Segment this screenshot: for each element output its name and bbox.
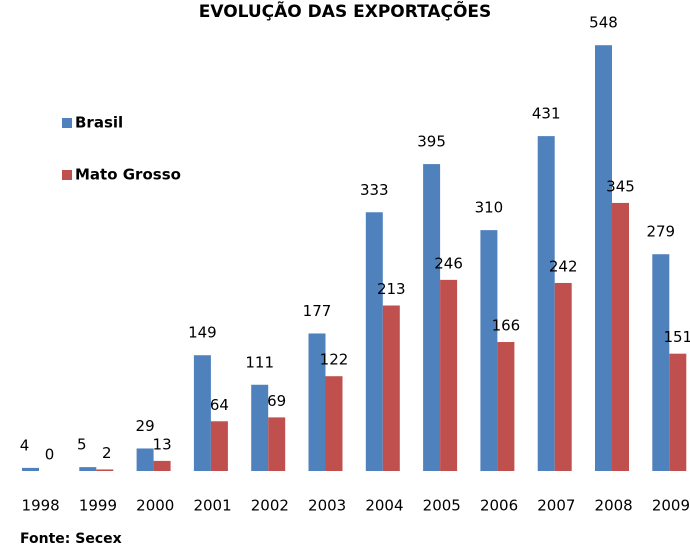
data-label: 310 — [475, 199, 504, 217]
bar — [251, 384, 269, 471]
bar — [423, 164, 441, 471]
bar — [136, 448, 154, 471]
data-label: 5 — [77, 436, 87, 454]
bar — [480, 230, 498, 471]
x-tick-label: 2000 — [136, 497, 174, 515]
bar — [308, 333, 326, 471]
bar — [268, 417, 286, 471]
data-label: 64 — [210, 396, 229, 414]
data-label: 29 — [136, 417, 155, 435]
x-tick-label: 2005 — [423, 497, 461, 515]
data-label: 395 — [417, 133, 446, 151]
data-label: 431 — [532, 105, 561, 123]
data-label: 122 — [320, 351, 349, 369]
bar — [537, 136, 555, 471]
data-label: 242 — [549, 257, 578, 275]
bar — [382, 305, 400, 471]
legend-label: Brasil — [75, 114, 123, 132]
data-label: 548 — [589, 14, 618, 32]
data-label: 246 — [434, 254, 463, 272]
data-label: 111 — [245, 353, 274, 371]
data-label: 333 — [360, 181, 389, 199]
data-label: 166 — [492, 317, 521, 335]
x-tick-label: 2004 — [365, 497, 403, 515]
bar — [595, 45, 612, 471]
bar — [96, 469, 114, 471]
bar — [554, 282, 572, 471]
bar — [440, 279, 458, 471]
bar — [325, 376, 343, 471]
x-tick-label: 2006 — [480, 497, 518, 515]
bar — [193, 355, 211, 471]
data-label: 149 — [188, 324, 217, 342]
x-tick-label: 2003 — [308, 497, 346, 515]
bar — [365, 212, 383, 471]
bar — [669, 353, 687, 471]
chart-title: EVOLUÇÃO DAS EXPORTAÇÕES — [199, 0, 492, 22]
x-tick-label: 1999 — [79, 497, 117, 515]
x-tick-label: 2007 — [537, 497, 575, 515]
bar — [497, 342, 515, 471]
data-label: 151 — [663, 328, 690, 346]
source: Fonte: Secex — [20, 531, 122, 547]
x-tick-label: 2002 — [251, 497, 289, 515]
x-tick-label: 2008 — [595, 497, 633, 515]
data-label: 177 — [303, 302, 332, 320]
data-label: 0 — [45, 446, 55, 464]
data-label: 69 — [267, 392, 286, 410]
legend-swatch — [62, 118, 72, 128]
bar — [210, 421, 228, 471]
x-tick-label: 1998 — [22, 497, 60, 515]
legend-swatch — [62, 170, 72, 180]
bar — [652, 254, 670, 471]
data-label: 279 — [646, 223, 675, 241]
bar — [153, 460, 171, 471]
data-label: 13 — [153, 435, 172, 453]
data-label: 2 — [102, 444, 112, 462]
data-label: 4 — [20, 436, 30, 454]
legend-label: Mato Grosso — [75, 166, 181, 184]
data-label: 345 — [606, 177, 635, 195]
x-tick-label: 2001 — [193, 497, 231, 515]
bar — [612, 202, 629, 471]
bar — [79, 467, 97, 471]
x-tick-label: 2009 — [652, 497, 690, 515]
data-label: 213 — [377, 280, 406, 298]
bar — [22, 467, 39, 471]
